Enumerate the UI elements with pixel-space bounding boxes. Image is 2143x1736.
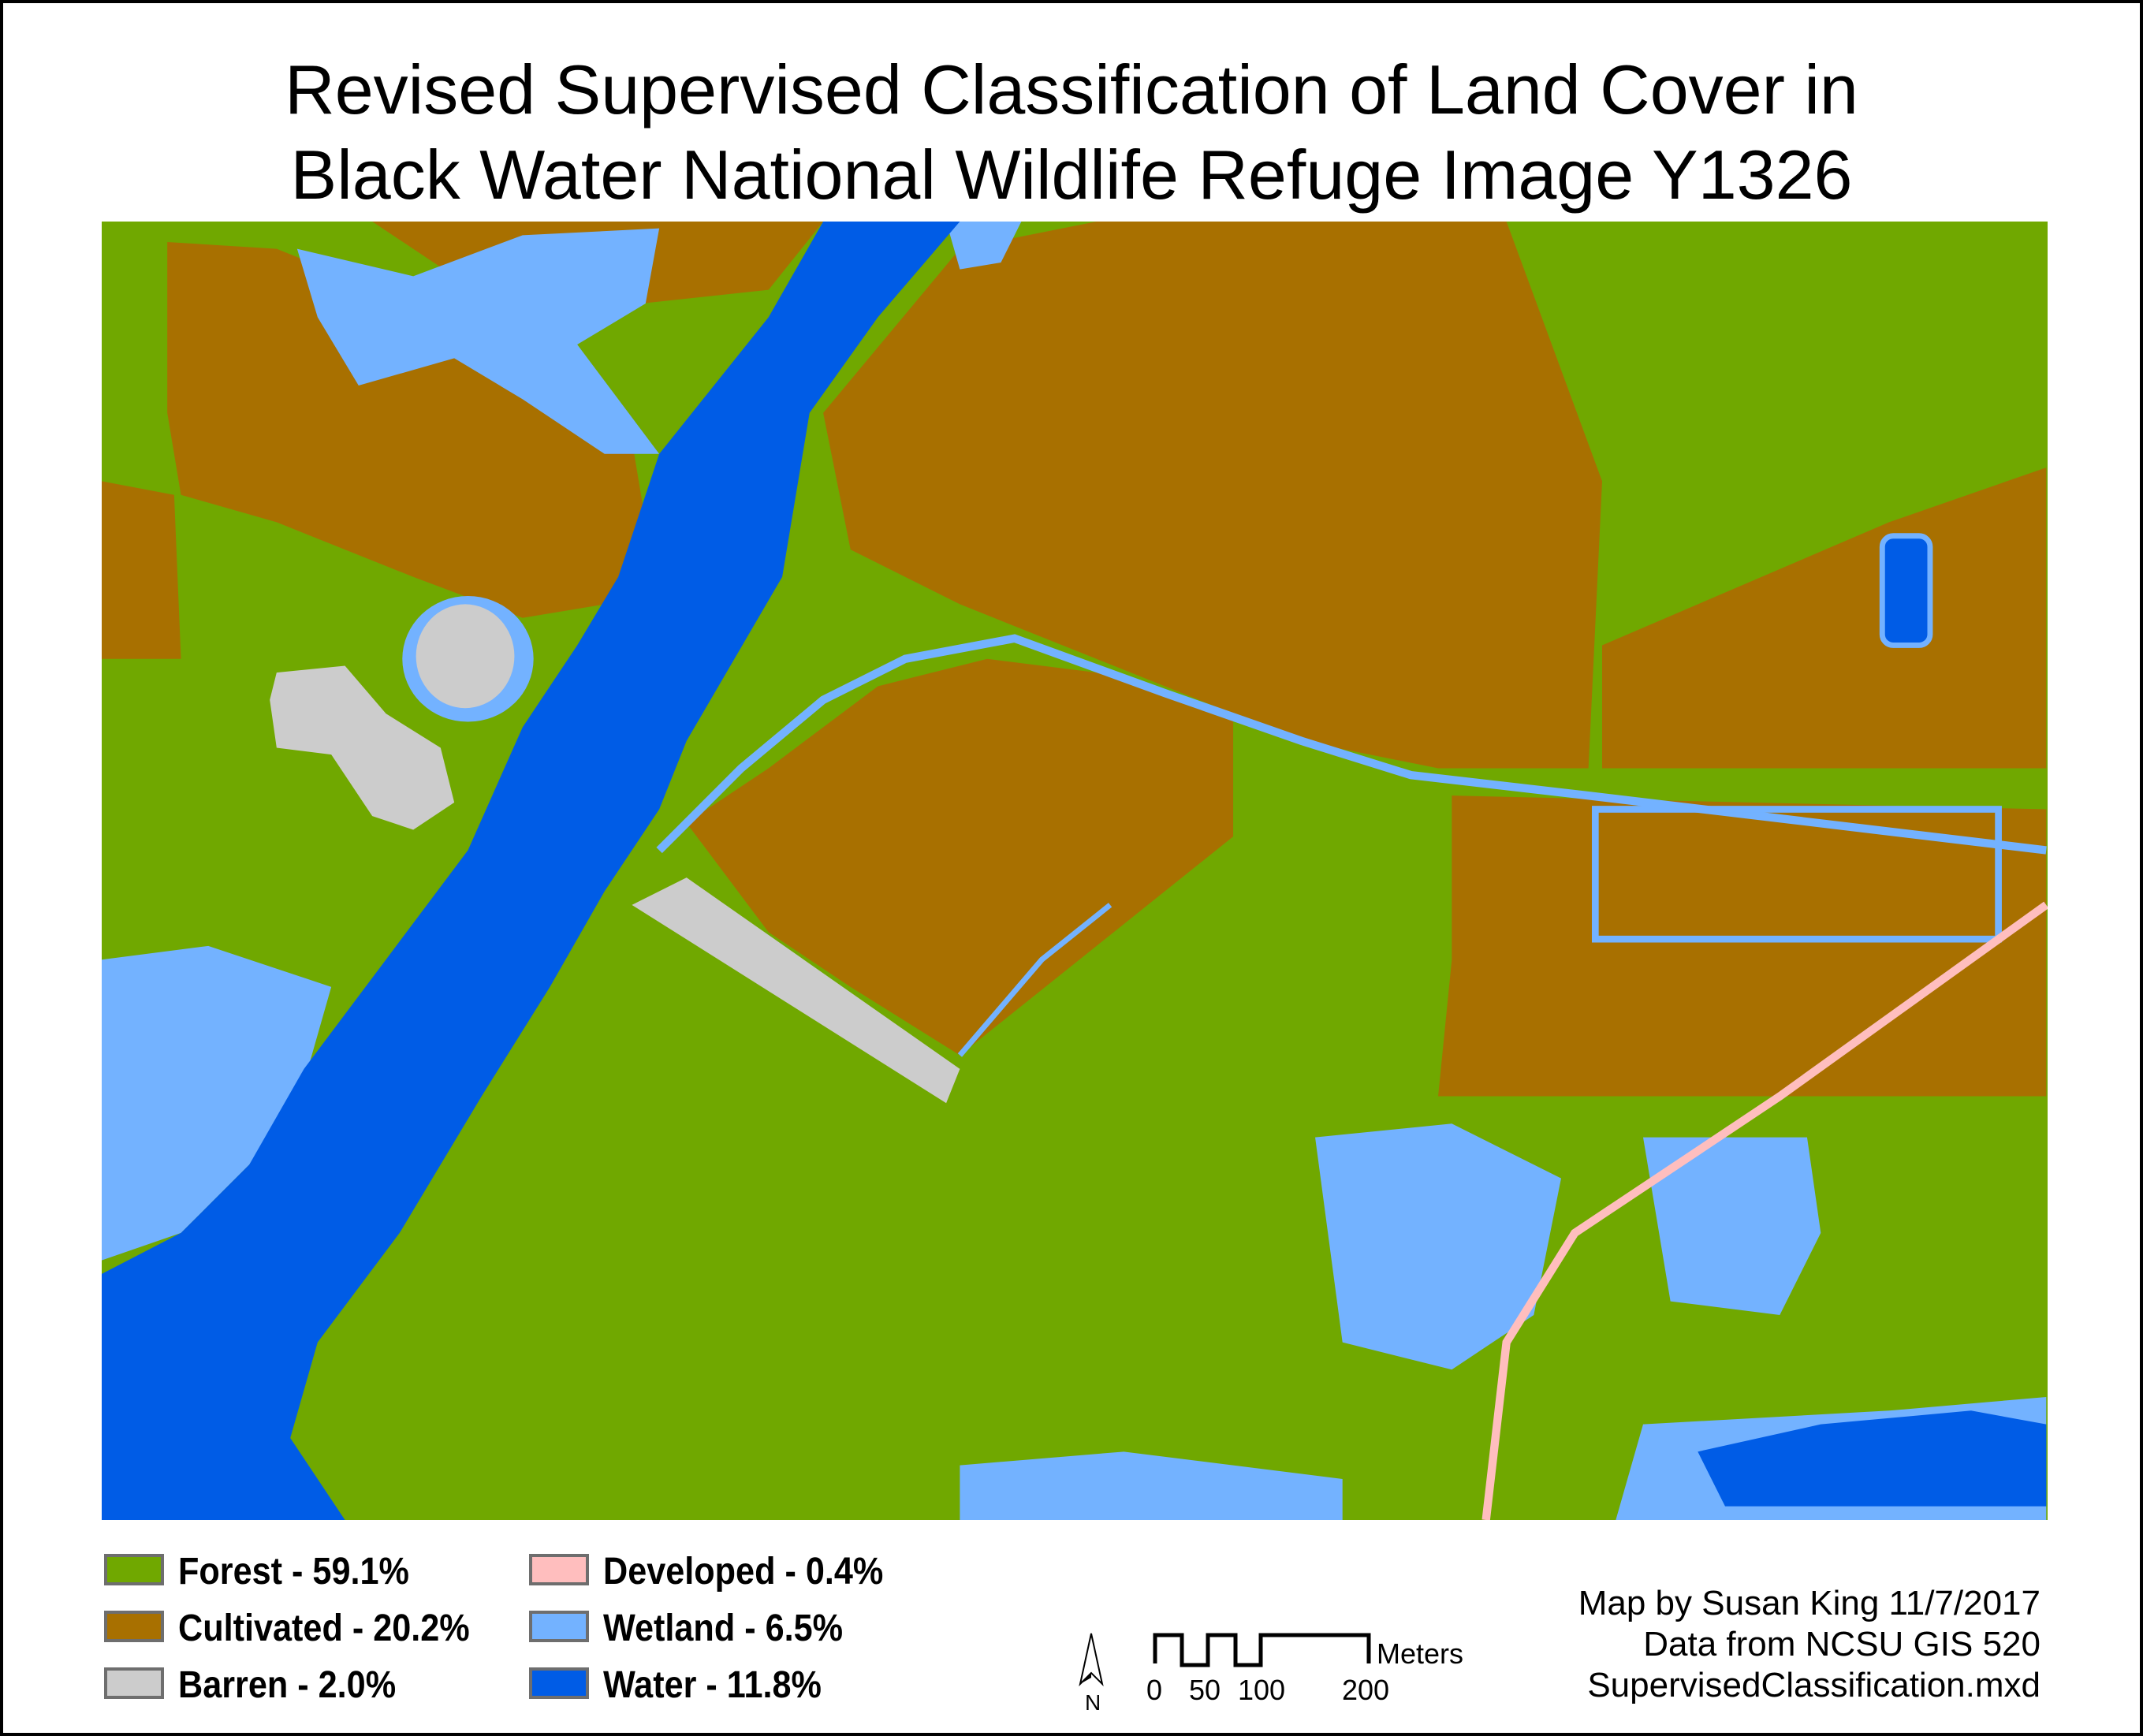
river bbox=[102, 222, 960, 1520]
credit-source: Data from NCSU GIS 520 bbox=[1643, 1625, 2041, 1663]
scale-tick-200: 200 bbox=[1342, 1674, 1390, 1706]
developed-road bbox=[1481, 901, 2048, 1520]
wetland-bottom-center bbox=[960, 1451, 1343, 1520]
cultivated-top-left bbox=[167, 242, 646, 618]
legend-label-water: Water - 11.8% bbox=[603, 1664, 822, 1706]
wetland-left bbox=[102, 945, 332, 1261]
credit-file: SupervisedClassification.mxd bbox=[1587, 1666, 2041, 1704]
wetland-bottom-right-2 bbox=[1642, 1137, 1821, 1315]
legend-label-wetland: Wetland - 6.5% bbox=[603, 1607, 844, 1649]
legend-label-barren: Barren - 2.0% bbox=[178, 1664, 397, 1706]
scale-bar bbox=[1153, 1633, 1371, 1667]
wetland-top-left bbox=[296, 228, 660, 454]
cultivated-right-upper bbox=[1601, 468, 2047, 769]
map-title-line-1: Revised Supervised Classification of Lan… bbox=[285, 50, 1858, 129]
scale-tick-0: 0 bbox=[1146, 1674, 1163, 1706]
wetland-levee bbox=[656, 634, 2047, 855]
classified-map bbox=[102, 222, 2048, 1520]
cultivated-right-block bbox=[1438, 795, 2047, 1097]
water-pond bbox=[1879, 533, 1933, 648]
legend-swatch-wetland bbox=[529, 1611, 589, 1642]
legend-swatch-forest bbox=[104, 1554, 164, 1585]
cultivated-left-strip bbox=[102, 481, 181, 659]
barren-pond-2 bbox=[270, 665, 455, 830]
scale-tick-50: 50 bbox=[1189, 1674, 1221, 1706]
scale-bar-unit: Meters bbox=[1377, 1637, 1464, 1670]
legend-swatch-water bbox=[529, 1667, 589, 1699]
water-bottom-right bbox=[1698, 1410, 2047, 1507]
cultivated-top-right bbox=[823, 222, 1602, 769]
wetland-bottom-right-1 bbox=[1315, 1123, 1561, 1370]
wetland-top-river bbox=[946, 222, 1022, 270]
legend-swatch-cultivated bbox=[104, 1611, 164, 1642]
wetland-field-outline bbox=[1591, 806, 2002, 943]
north-arrow-label: N bbox=[1085, 1690, 1101, 1715]
legend-label-cultivated: Cultivated - 20.2% bbox=[178, 1607, 470, 1649]
map-title-line-2: Black Water National Wildlife Refuge Ima… bbox=[290, 136, 1853, 214]
legend-label-forest: Forest - 59.1% bbox=[178, 1551, 409, 1593]
barren-pond-1 bbox=[416, 604, 515, 709]
wetland-ditch bbox=[957, 903, 1112, 1057]
north-arrow-icon bbox=[1079, 1633, 1104, 1687]
legend-swatch-barren bbox=[104, 1667, 164, 1699]
credit-author: Map by Susan King 11/7/2017 bbox=[1578, 1584, 2041, 1622]
barren-strip bbox=[632, 877, 960, 1104]
legend-label-developed: Developed - 0.4% bbox=[603, 1551, 884, 1593]
cultivated-center-field bbox=[686, 658, 1234, 1056]
scale-tick-100: 100 bbox=[1238, 1674, 1286, 1706]
legend-swatch-developed bbox=[529, 1554, 589, 1585]
